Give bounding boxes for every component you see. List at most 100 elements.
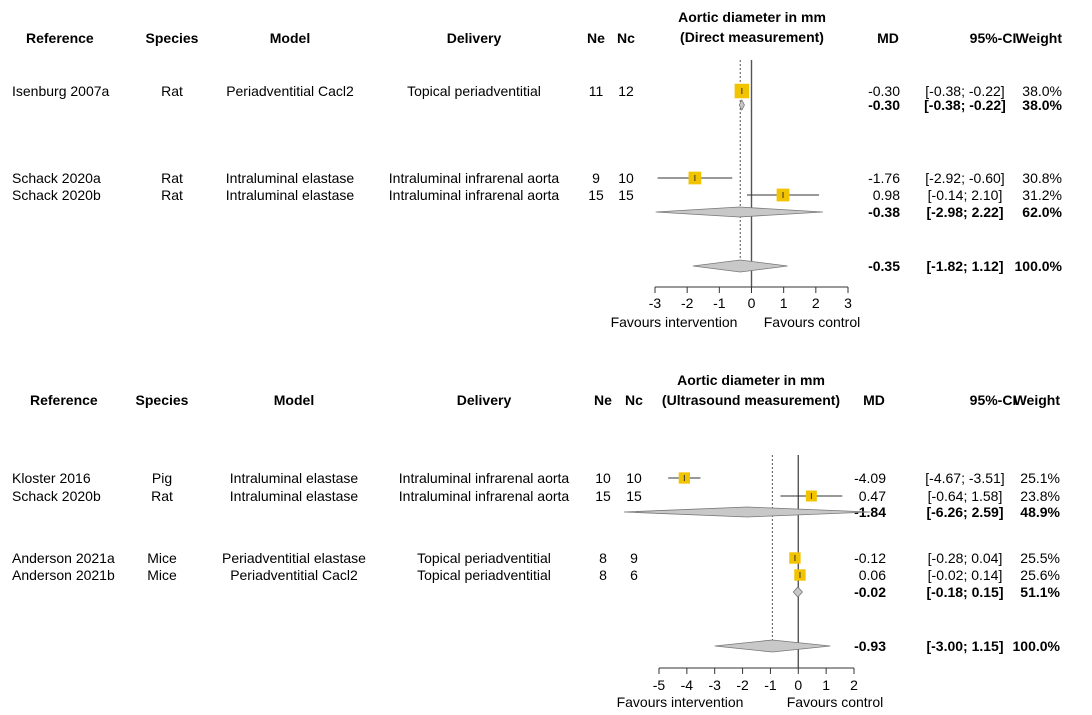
header-ci: 95%-CI xyxy=(970,392,1017,408)
header-md: MD xyxy=(863,392,885,408)
x-tick-label: -2 xyxy=(736,677,749,693)
header-delivery: Delivery xyxy=(457,392,512,408)
header-reference: Reference xyxy=(26,30,94,46)
header-weight: Weight xyxy=(1014,392,1061,408)
study-reference: Anderson 2021a xyxy=(12,550,115,566)
study-md: 0.47 xyxy=(859,488,886,504)
header-model: Model xyxy=(274,392,314,408)
x-tick-label: -5 xyxy=(653,677,666,693)
header-nc: Nc xyxy=(617,30,635,46)
x-tick-label: -3 xyxy=(649,295,662,311)
study-weight: 30.8% xyxy=(1022,170,1062,186)
study-weight: 25.5% xyxy=(1020,550,1060,566)
x-tick-label: 0 xyxy=(748,295,756,311)
study-ci: [-0.14; 2.10] xyxy=(928,187,1003,203)
subgroup-md: -0.30 xyxy=(868,97,900,113)
study-ne: 10 xyxy=(595,470,611,486)
xlabel-favours-control: Favours control xyxy=(764,314,860,330)
xlabel-favours-intervention: Favours intervention xyxy=(617,694,744,710)
study-delivery: Intraluminal infrarenal aorta xyxy=(399,470,570,486)
x-tick-label: 0 xyxy=(794,677,802,693)
study-species: Mice xyxy=(147,550,177,566)
study-delivery: Intraluminal infrarenal aorta xyxy=(389,170,560,186)
study-nc: 12 xyxy=(618,83,634,99)
study-weight: 31.2% xyxy=(1022,187,1062,203)
study-ci: [-2.92; -0.60] xyxy=(925,170,1004,186)
x-tick-label: -1 xyxy=(764,677,777,693)
header-weight: Weight xyxy=(1016,30,1063,46)
header-ci: 95%-CI xyxy=(970,30,1017,46)
subgroup-ci: [-6.26; 2.59] xyxy=(926,504,1003,520)
study-md: 0.98 xyxy=(873,187,900,203)
header-md: MD xyxy=(877,30,899,46)
study-ne: 15 xyxy=(588,187,604,203)
study-weight: 25.6% xyxy=(1020,567,1060,583)
subgroup-weight: 51.1% xyxy=(1020,584,1060,600)
subgroup-diamond xyxy=(792,586,804,598)
header-nc: Nc xyxy=(625,392,643,408)
study-nc: 10 xyxy=(618,170,634,186)
study-ci: [-0.38; -0.22] xyxy=(925,83,1004,99)
study-reference: Isenburg 2007a xyxy=(12,83,110,99)
header-species: Species xyxy=(136,392,189,408)
subgroup-md: -0.02 xyxy=(854,584,886,600)
study-ne: 8 xyxy=(599,567,607,583)
study-nc: 6 xyxy=(630,567,638,583)
study-nc: 10 xyxy=(626,470,642,486)
study-nc: 9 xyxy=(630,550,638,566)
study-reference: Schack 2020a xyxy=(12,170,101,186)
subgroup-weight: 62.0% xyxy=(1022,204,1062,220)
header-ne: Ne xyxy=(587,30,605,46)
study-model: Intraluminal elastase xyxy=(230,488,359,504)
study-delivery: Intraluminal infrarenal aorta xyxy=(399,488,570,504)
study-delivery: Topical periadventitial xyxy=(417,567,551,583)
x-tick-label: -4 xyxy=(681,677,694,693)
study-ne: 11 xyxy=(589,83,604,99)
x-tick-label: 1 xyxy=(780,295,788,311)
study-md: -0.12 xyxy=(854,550,886,566)
subgroup-md: -0.38 xyxy=(868,204,900,220)
xlabel-favours-control: Favours control xyxy=(787,694,883,710)
study-model: Periadventitial elastase xyxy=(222,550,366,566)
study-reference: Kloster 2016 xyxy=(12,470,91,486)
plot-subtitle: (Direct measurement) xyxy=(680,29,824,45)
study-species: Rat xyxy=(161,170,183,186)
x-tick-label: 3 xyxy=(844,295,852,311)
subgroup-diamond xyxy=(623,506,871,518)
xlabel-favours-intervention: Favours intervention xyxy=(611,314,738,330)
study-ci: [-0.02; 0.14] xyxy=(928,567,1003,583)
subgroup-ci: [-0.18; 0.15] xyxy=(926,584,1003,600)
study-nc: 15 xyxy=(626,488,642,504)
study-md: 0.06 xyxy=(859,567,886,583)
study-model: Intraluminal elastase xyxy=(230,470,359,486)
x-tick-label: 2 xyxy=(850,677,858,693)
plot-title: Aortic diameter in mm xyxy=(677,372,825,388)
subgroup-diamond xyxy=(655,206,823,218)
study-species: Mice xyxy=(147,567,177,583)
study-ne: 9 xyxy=(592,170,600,186)
forest-panel-direct: Aortic diameter in mm (Direct measurement… xyxy=(12,9,1063,330)
study-ci: [-4.67; -3.51] xyxy=(925,470,1004,486)
study-reference: Schack 2020b xyxy=(12,488,101,504)
subgroup-diamond xyxy=(738,99,745,111)
header-species: Species xyxy=(146,30,199,46)
study-delivery: Topical periadventitial xyxy=(407,83,541,99)
study-weight: 23.8% xyxy=(1020,488,1060,504)
study-nc: 15 xyxy=(618,187,634,203)
study-md: -0.30 xyxy=(868,83,900,99)
study-species: Rat xyxy=(161,187,183,203)
overall-md: -0.93 xyxy=(854,638,886,654)
x-tick-label: -2 xyxy=(681,295,694,311)
study-delivery: Intraluminal infrarenal aorta xyxy=(389,187,560,203)
study-md: -4.09 xyxy=(854,470,886,486)
study-reference: Schack 2020b xyxy=(12,187,101,203)
study-delivery: Topical periadventitial xyxy=(417,550,551,566)
overall-ci: [-3.00; 1.15] xyxy=(926,638,1003,654)
overall-md: -0.35 xyxy=(868,258,900,274)
study-model: Periadventitial Cacl2 xyxy=(226,83,354,99)
overall-diamond xyxy=(714,639,831,653)
study-model: Periadventitial Cacl2 xyxy=(230,567,358,583)
study-model: Intraluminal elastase xyxy=(226,170,355,186)
x-tick-label: -3 xyxy=(708,677,721,693)
